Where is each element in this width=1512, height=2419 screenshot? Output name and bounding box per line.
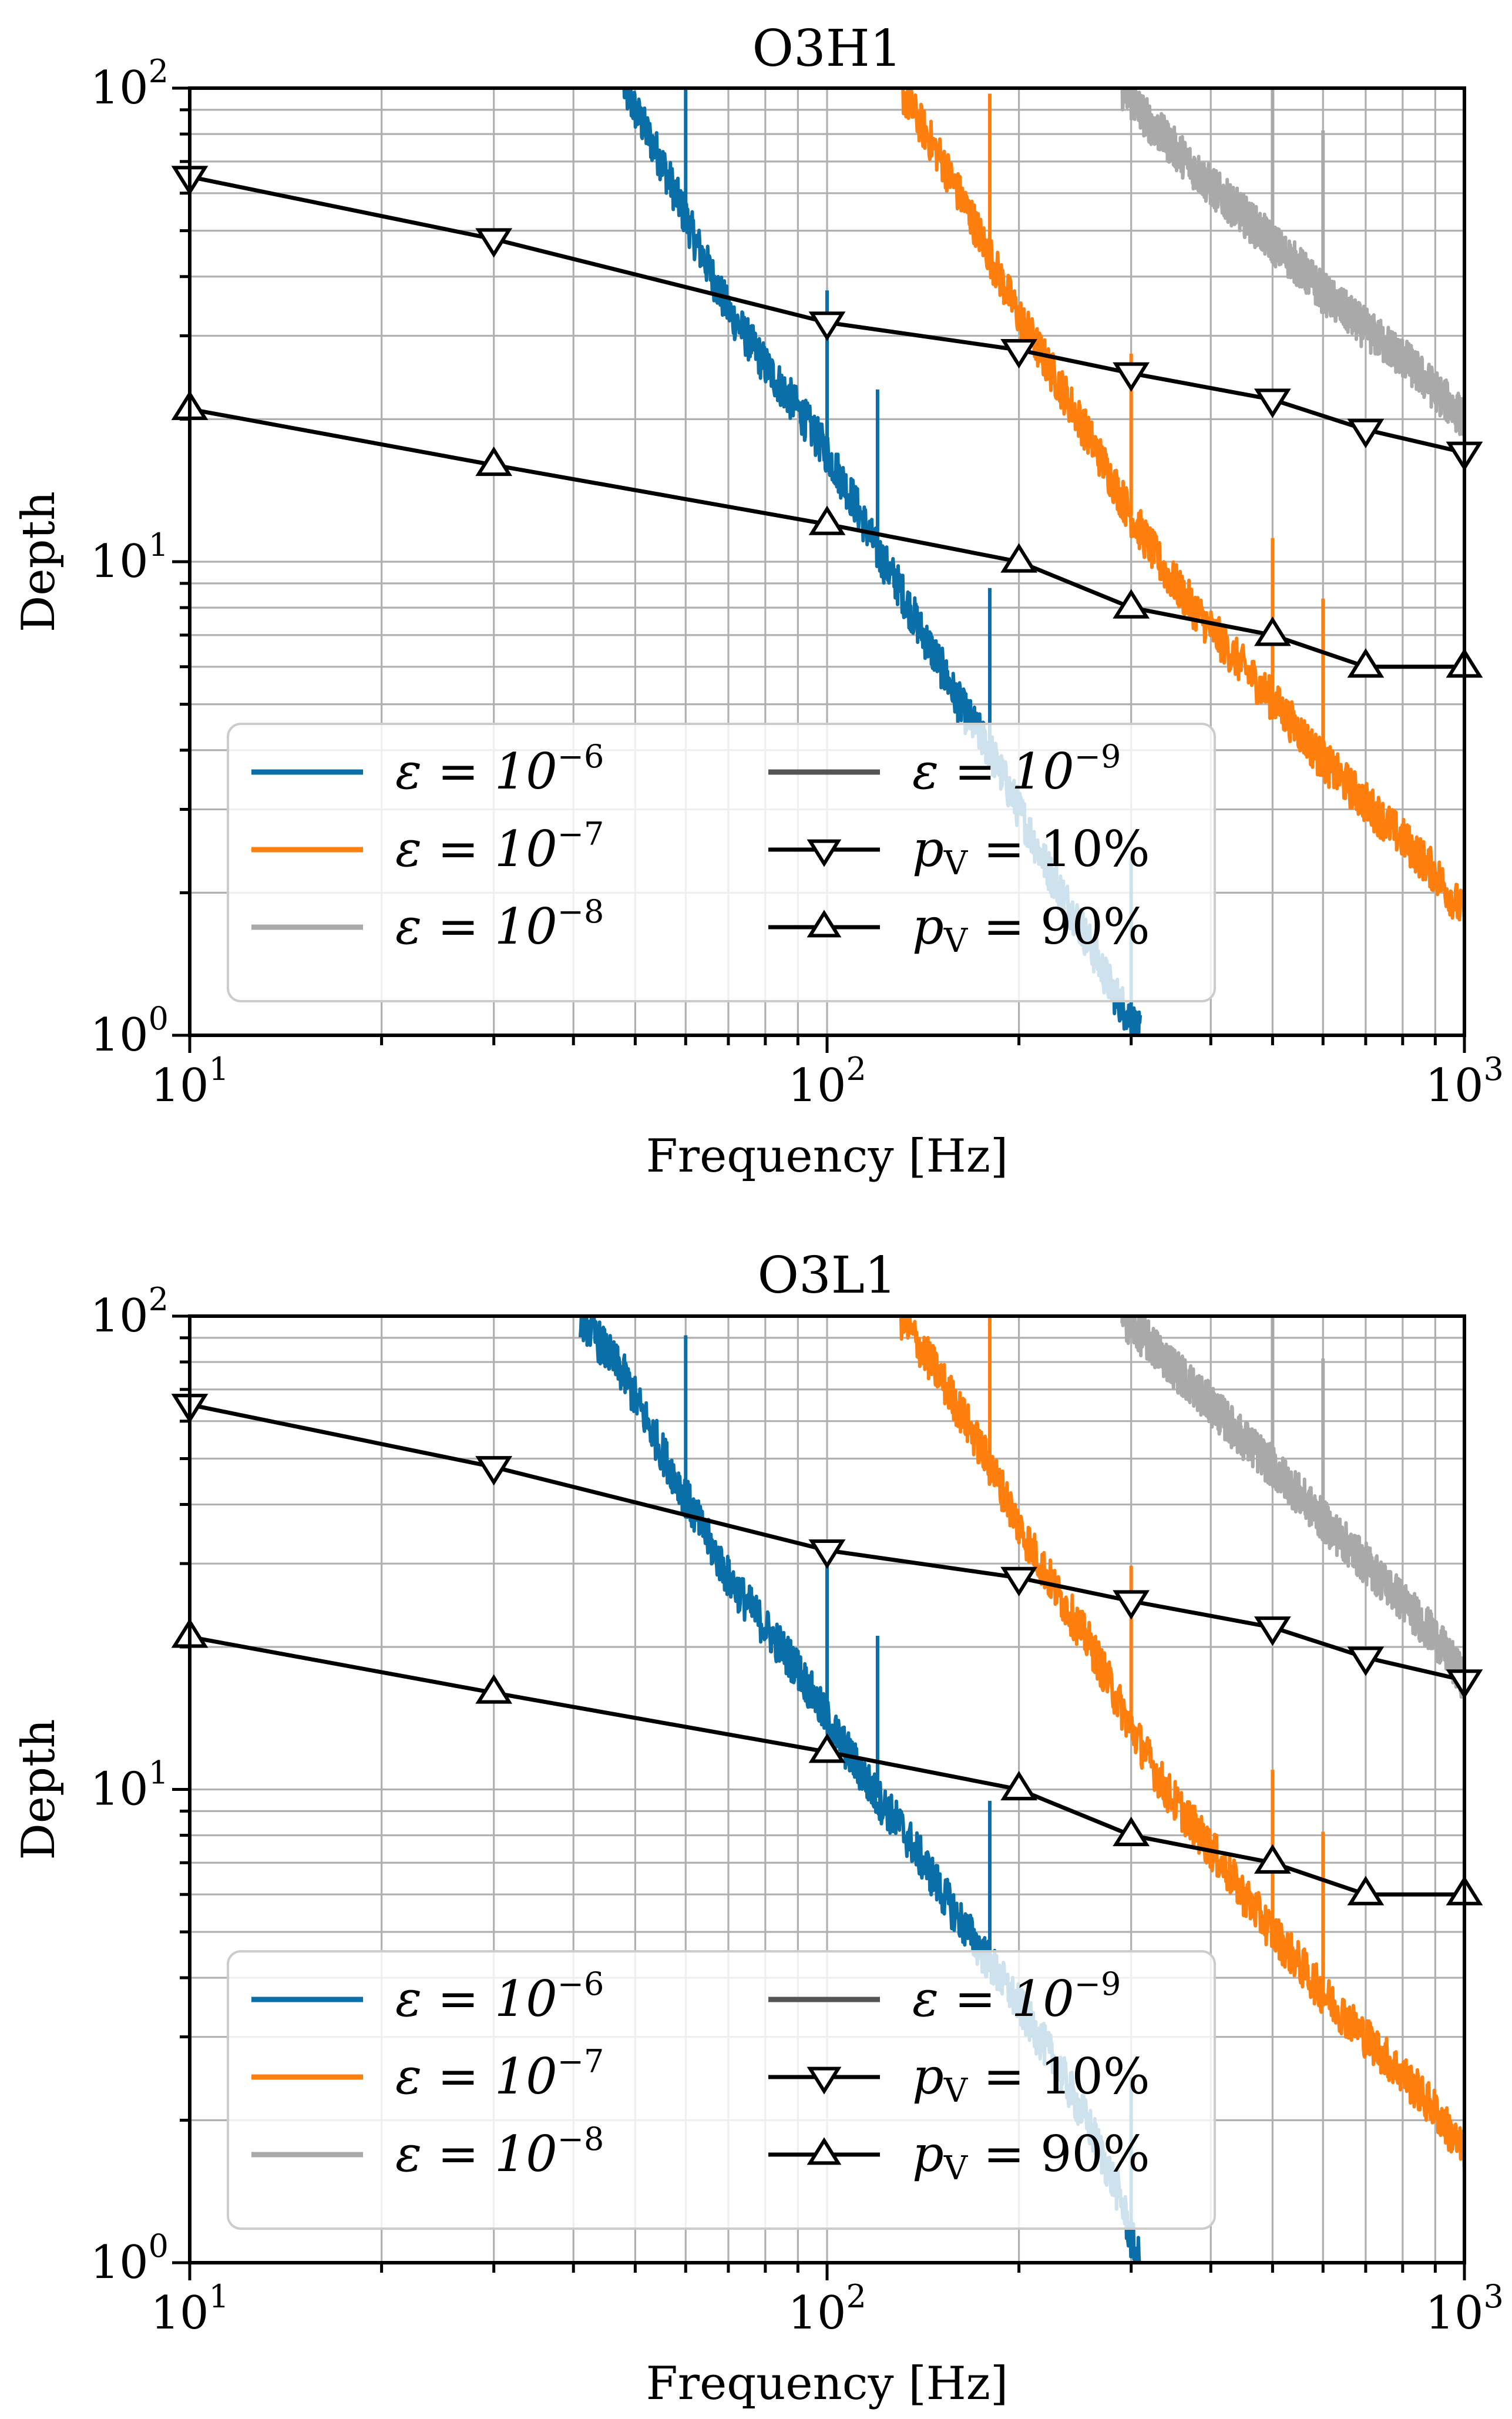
x-tick-label: 101: [150, 2278, 229, 2340]
y-axis-label: Depth: [12, 491, 65, 632]
x-tick-label: 103: [1425, 1051, 1504, 1112]
x-tick-label: 101: [150, 1051, 229, 1112]
y-tick-label: 101: [90, 1754, 169, 1816]
legend: ε = 10−6ε = 10−7ε = 10−8ε = 10−9pV = 10%…: [228, 724, 1215, 1001]
chart-title: O3H1: [752, 19, 902, 78]
chart-title: O3L1: [757, 1246, 896, 1305]
x-axis-label: Frequency [Hz]: [646, 1130, 1009, 1183]
x-tick-label: 103: [1425, 2278, 1504, 2340]
y-tick-label: 102: [90, 1281, 169, 1343]
y-tick-label: 101: [90, 526, 169, 588]
y-tick-label: 100: [90, 2227, 169, 2289]
series-line-2: [1122, 1300, 1464, 1697]
y-tick-label: 102: [90, 53, 169, 115]
y-axis-label: Depth: [12, 1719, 65, 1860]
x-tick-label: 102: [788, 2278, 866, 2340]
y-tick-label: 100: [90, 1000, 169, 1062]
legend: ε = 10−6ε = 10−7ε = 10−8ε = 10−9pV = 10%…: [228, 1951, 1215, 2229]
x-axis-label: Frequency [Hz]: [646, 2357, 1009, 2410]
x-tick-label: 102: [788, 1051, 866, 1112]
figure: 101 102 103100101102 O3H1Frequency [Hz]Dept…: [0, 0, 1512, 2419]
